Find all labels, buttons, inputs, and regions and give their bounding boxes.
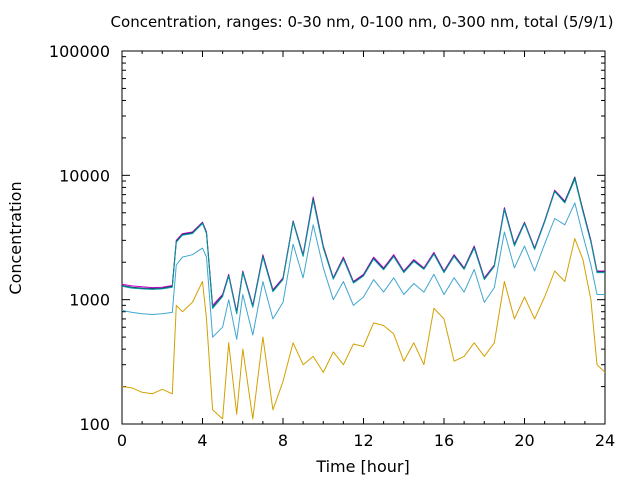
x-tick-label: 12 [353,431,373,450]
series-line-5 [121,238,606,420]
series-line-3 [121,178,605,315]
x-tick-label: 24 [595,431,615,450]
x-tick-label: 0 [117,431,127,450]
x-tick-label: 16 [434,431,454,450]
y-tick-label: 10000 [59,166,110,185]
plot-frame [121,50,606,425]
chart-title: Concentration, ranges: 0-30 nm, 0-100 nm… [111,13,614,31]
x-tick-label: 4 [197,431,207,450]
series-group [121,176,606,420]
y-axis-label: Concentration [6,181,25,294]
axis-ticks: 0 4 8 12 16 20 24 100 1000 10000 100000 [49,42,615,450]
x-tick-label: 20 [514,431,534,450]
y-tick-label: 100 [79,415,110,434]
x-tick-label: 8 [278,431,288,450]
y-tick-label: 1000 [69,291,110,310]
x-axis-label: Time [hour] [315,457,409,476]
y-tick-label: 100000 [49,42,110,61]
series-line-4 [121,202,605,340]
